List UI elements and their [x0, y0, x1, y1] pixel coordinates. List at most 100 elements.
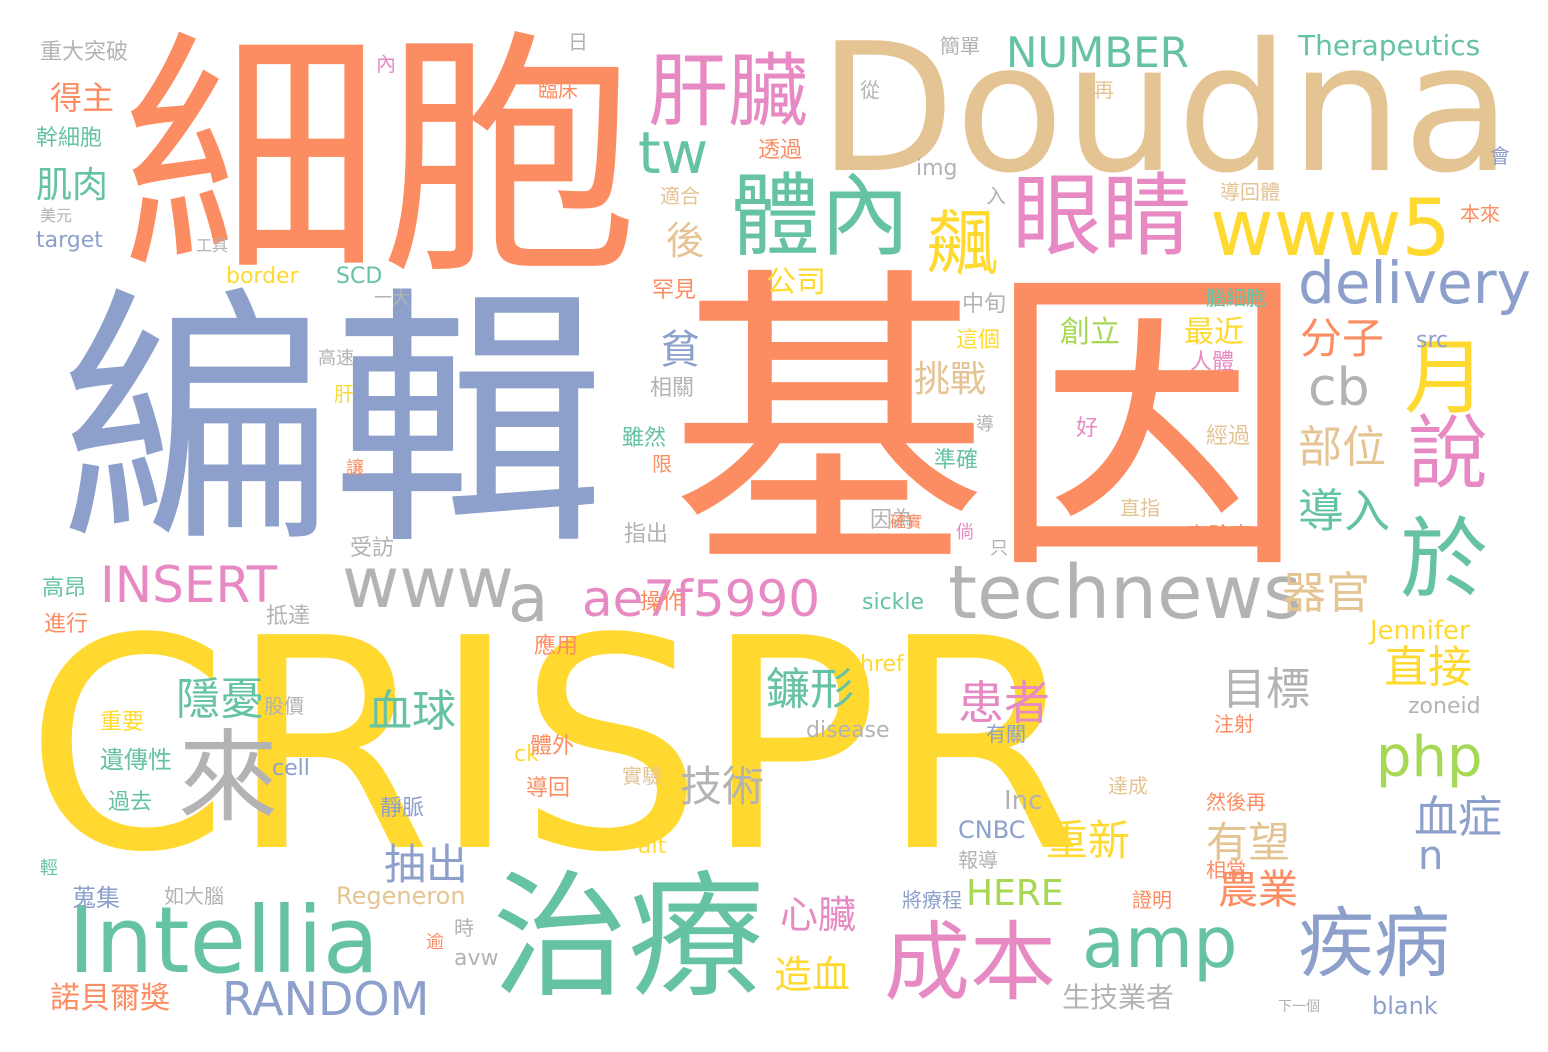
word: 重新 — [1046, 816, 1131, 865]
word: avw — [454, 946, 499, 971]
word: 適合 — [660, 184, 700, 208]
word: 股價 — [264, 694, 304, 718]
word: 然後再 — [1206, 790, 1266, 814]
word: amp — [1082, 902, 1238, 984]
word: 注射 — [1214, 712, 1254, 736]
word: 有關 — [986, 722, 1026, 746]
word: href — [860, 652, 904, 677]
word: 直接 — [1384, 642, 1472, 693]
word: Therapeutics — [1298, 29, 1481, 62]
word: 於 — [1400, 508, 1489, 611]
word: Jennifer — [1370, 616, 1470, 646]
word: 直指 — [1120, 496, 1160, 520]
word: 操作 — [640, 590, 685, 615]
word: 內 — [376, 52, 396, 76]
word: 下一個 — [1278, 999, 1320, 1015]
word: 日 — [568, 30, 588, 54]
word: disease — [806, 718, 890, 743]
word: 造血 — [774, 953, 851, 997]
word: Regeneron — [336, 882, 466, 910]
word: 幹細胞 — [36, 126, 103, 151]
word: 好 — [1076, 416, 1099, 441]
word: INSERT — [100, 556, 278, 614]
word: Inc — [1004, 786, 1043, 816]
word: 部位 — [1298, 422, 1386, 473]
word: 患者 — [958, 676, 1050, 730]
word: 導回 — [526, 776, 571, 801]
word: 生技業者 — [1062, 981, 1175, 1014]
word: 這個 — [956, 328, 1001, 353]
word: cb — [1308, 358, 1370, 418]
word: SCD — [336, 264, 383, 289]
word: 實驗 — [622, 764, 662, 788]
word: 疾病 — [1298, 899, 1450, 988]
word: 經過 — [1206, 424, 1251, 449]
word: 一大 — [374, 288, 410, 309]
word: 入 — [986, 184, 1006, 208]
word: 受訪 — [350, 536, 395, 561]
word: 抵達 — [266, 604, 311, 629]
word: 如大腦 — [164, 884, 224, 908]
word: 導 — [976, 414, 994, 435]
word: 有望 — [1206, 818, 1291, 867]
word: 限 — [652, 452, 672, 476]
word: 實驗室 — [1186, 524, 1253, 549]
word: 肝臟 — [648, 45, 808, 138]
word: 技術 — [680, 762, 765, 811]
word: cell — [272, 756, 310, 781]
word: 導回體 — [1220, 180, 1280, 204]
word: src — [1416, 328, 1449, 353]
word: 時 — [454, 916, 474, 940]
word: 透過 — [758, 138, 803, 163]
word: 確實 — [890, 512, 923, 531]
word: 血症 — [1414, 792, 1502, 843]
word: 過去 — [108, 790, 153, 815]
word: img — [916, 156, 958, 181]
word: 輕 — [40, 858, 58, 879]
word: 遺傳性 — [100, 746, 172, 774]
word: 抽出 — [384, 840, 469, 889]
word: 說 — [1408, 407, 1488, 500]
word: 從 — [860, 78, 880, 102]
word: technews — [948, 550, 1302, 636]
word: 簡單 — [940, 34, 980, 58]
word: 器官 — [1282, 568, 1370, 619]
word: RANDOM — [222, 972, 430, 1026]
word: 月 — [1404, 331, 1487, 426]
word: 成本 — [884, 913, 1056, 1013]
word: 來 — [178, 719, 278, 836]
word: 諾貝爾獎 — [50, 981, 170, 1016]
word: a — [508, 560, 549, 637]
word: 高速 — [318, 348, 354, 369]
word: 蒐集 — [72, 884, 120, 912]
word: 肝 — [334, 382, 354, 406]
word: php — [1376, 725, 1483, 790]
word: 相關 — [650, 376, 695, 401]
word: 再 — [1094, 78, 1114, 102]
word: 分子 — [1300, 314, 1385, 363]
word: 體內 — [730, 164, 910, 269]
word: 人體 — [1190, 350, 1235, 375]
word: 高昂 — [42, 576, 87, 601]
word: 因為 — [870, 508, 915, 533]
word: 農業 — [1218, 867, 1298, 913]
word: target — [36, 228, 103, 253]
word: 中旬 — [962, 292, 1007, 317]
word: 貧 — [660, 327, 700, 373]
word: sickle — [862, 590, 925, 615]
word: 後 — [666, 219, 705, 263]
word: 得主 — [50, 79, 115, 117]
word: www — [342, 542, 514, 624]
word: 眼睛 — [1012, 164, 1192, 269]
word: NUMBER — [1006, 28, 1189, 77]
word: 逾 — [426, 932, 444, 953]
word: 體外 — [530, 734, 575, 759]
word: 飆 — [926, 202, 999, 286]
word: border — [226, 264, 299, 289]
word: 基因 — [670, 242, 1306, 612]
word: Intellia — [68, 887, 380, 994]
word: 目標 — [1222, 664, 1310, 715]
word: Doudna — [818, 5, 1512, 212]
word: tw — [638, 119, 709, 187]
